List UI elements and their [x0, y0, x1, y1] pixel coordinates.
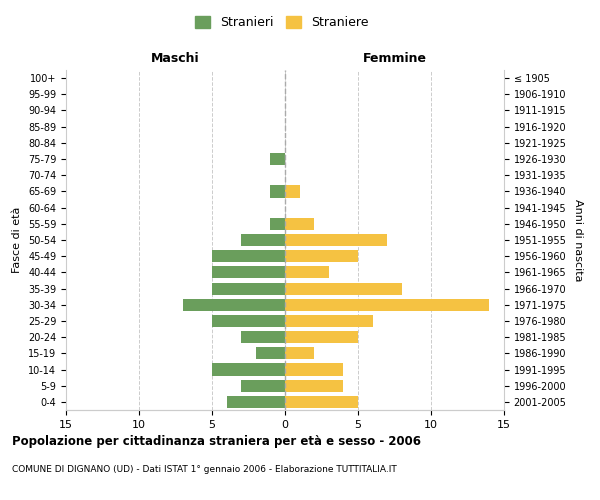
Text: Maschi: Maschi — [151, 52, 200, 65]
Bar — [285, 234, 387, 246]
Bar — [271, 218, 285, 230]
Bar — [285, 250, 358, 262]
Bar — [212, 266, 285, 278]
Bar — [241, 380, 285, 392]
Text: Femmine: Femmine — [362, 52, 427, 65]
Bar — [212, 250, 285, 262]
Bar — [285, 298, 490, 311]
Bar — [285, 380, 343, 392]
Y-axis label: Anni di nascita: Anni di nascita — [573, 198, 583, 281]
Bar — [212, 364, 285, 376]
Bar — [285, 315, 373, 327]
Bar — [212, 282, 285, 294]
Bar — [271, 153, 285, 165]
Text: COMUNE DI DIGNANO (UD) - Dati ISTAT 1° gennaio 2006 - Elaborazione TUTTITALIA.IT: COMUNE DI DIGNANO (UD) - Dati ISTAT 1° g… — [12, 465, 397, 474]
Bar — [241, 331, 285, 343]
Bar — [285, 331, 358, 343]
Bar — [285, 364, 343, 376]
Bar — [212, 315, 285, 327]
Bar — [285, 348, 314, 360]
Bar — [285, 396, 358, 408]
Bar — [241, 234, 285, 246]
Legend: Stranieri, Straniere: Stranieri, Straniere — [190, 11, 374, 34]
Bar — [256, 348, 285, 360]
Bar — [183, 298, 285, 311]
Bar — [227, 396, 285, 408]
Y-axis label: Fasce di età: Fasce di età — [13, 207, 22, 273]
Bar — [271, 186, 285, 198]
Bar — [285, 266, 329, 278]
Bar — [285, 218, 314, 230]
Text: Popolazione per cittadinanza straniera per età e sesso - 2006: Popolazione per cittadinanza straniera p… — [12, 435, 421, 448]
Bar — [285, 186, 299, 198]
Bar — [285, 282, 402, 294]
